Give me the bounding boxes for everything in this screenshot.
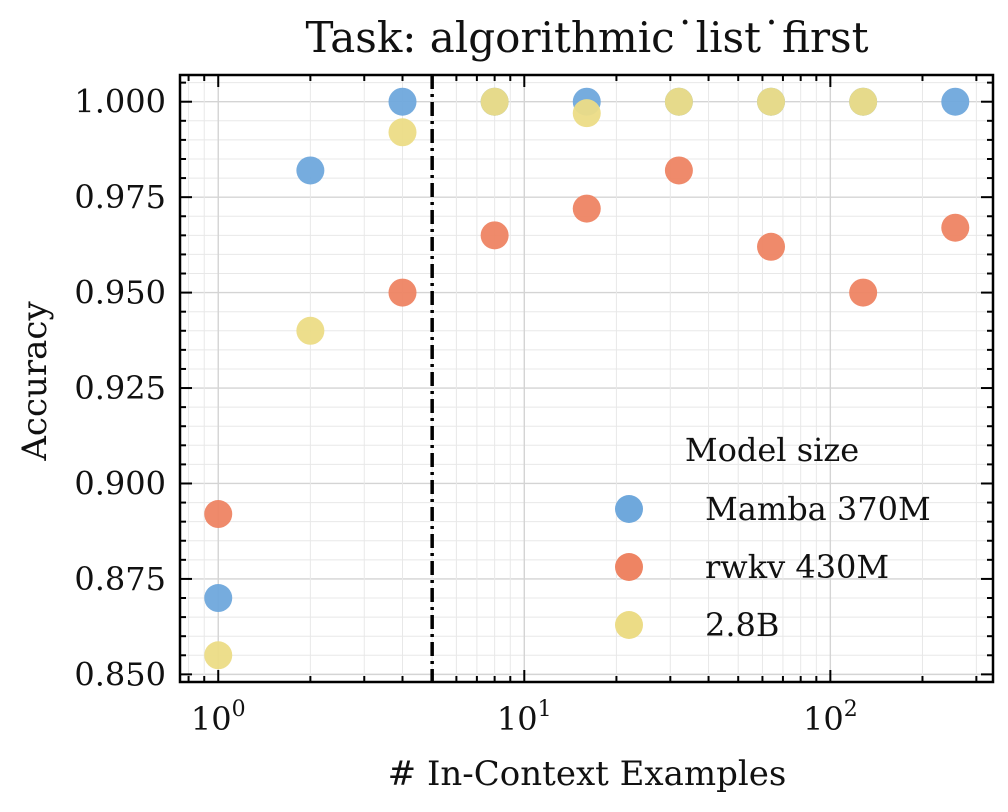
y-tick-label: 0.850 [74, 655, 166, 693]
grid-lines [180, 75, 993, 682]
data-point [941, 87, 970, 116]
legend-marker [615, 553, 643, 581]
y-tick-label: 0.875 [74, 560, 166, 598]
legend-marker [615, 495, 643, 523]
data-point [480, 87, 509, 116]
y-tick-label: 0.925 [74, 369, 166, 407]
y-tick-label: 0.900 [74, 464, 166, 502]
x-tick-exponent: 2 [844, 697, 858, 722]
data-point [849, 278, 878, 307]
x-tick-label: 101 [497, 697, 552, 738]
data-point [204, 641, 233, 670]
data-point [849, 87, 878, 116]
plot-area [178, 73, 995, 684]
data-point [941, 213, 970, 242]
x-tick-exponent: 1 [538, 697, 552, 722]
y-tick-label: 1.000 [74, 83, 166, 121]
legend-title: Model size [685, 431, 859, 469]
data-point [664, 156, 693, 185]
x-tick-label: 102 [803, 697, 858, 738]
legend-label: Mamba 370M [705, 490, 931, 528]
series-1 [204, 156, 970, 529]
x-tick-label: 100 [191, 697, 246, 738]
legend-label: 2.8B [705, 606, 779, 644]
data-point [388, 118, 417, 147]
data-point [572, 99, 601, 128]
y-axis-label: Accuracy [15, 301, 55, 462]
data-point [204, 584, 233, 613]
x-tick-exponent: 0 [232, 697, 246, 722]
y-tick-label: 0.950 [74, 274, 166, 312]
data-point [480, 221, 509, 250]
data-point [757, 232, 786, 261]
data-point [757, 87, 786, 116]
data-point [572, 194, 601, 223]
data-point [296, 316, 325, 345]
plot-frame [178, 73, 995, 684]
data-point [204, 500, 233, 529]
legend-label: rwkv 430M [705, 548, 889, 586]
legend-marker [615, 611, 643, 639]
data-point [388, 87, 417, 116]
series-2 [204, 87, 878, 670]
x-axis-label: # In-Context Examples [388, 754, 787, 794]
y-tick-label: 0.975 [74, 178, 166, 216]
chart-title: Task: algorithmic˙list˙first [306, 13, 869, 62]
x-tick-base: 10 [497, 700, 538, 738]
data-point [388, 278, 417, 307]
legend: Model size Mamba 370M rwkv 430M 2.8B [615, 431, 931, 644]
data-point [664, 87, 693, 116]
x-tick-base: 10 [803, 700, 844, 738]
data-point [296, 156, 325, 185]
x-tick-base: 10 [191, 700, 232, 738]
